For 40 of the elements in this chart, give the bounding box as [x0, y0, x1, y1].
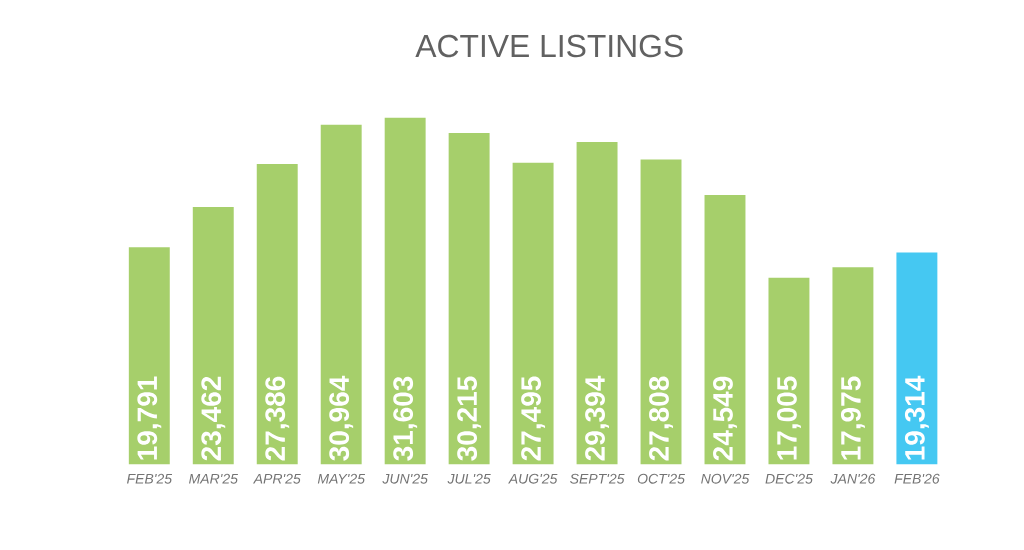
bar	[832, 267, 874, 465]
x-tick-label: APR'25	[253, 473, 301, 484]
x-tick-label: SEPT'25	[570, 473, 625, 484]
x-tick-label: JAN'26	[830, 473, 876, 484]
bar	[576, 141, 618, 465]
x-tick-label: OCT'25	[637, 473, 685, 484]
x-tick-label: MAY'25	[317, 473, 366, 484]
bar	[192, 206, 234, 465]
x-tick-label: NOV'25	[701, 473, 750, 484]
data-label: 17,975	[840, 376, 865, 460]
x-tick-label: JUN'25	[382, 473, 428, 484]
x-tick-label: AUG'25	[508, 473, 558, 484]
bar	[896, 252, 938, 465]
x-tick-label: FEB'25	[126, 473, 173, 484]
bar	[128, 247, 170, 465]
data-label: 17,005	[777, 376, 801, 460]
data-label: 19,314	[904, 375, 929, 460]
data-label: 29,394	[585, 375, 610, 461]
data-label: 30,215	[457, 376, 482, 461]
bar	[512, 162, 554, 465]
x-tick-label: FEB'26	[894, 473, 940, 484]
x-tick-label: JUL'25	[447, 473, 491, 484]
bar	[256, 163, 298, 465]
data-label: 23,462	[201, 376, 226, 461]
data-label: 27,808	[649, 376, 673, 461]
data-label: 24,549	[713, 376, 737, 461]
bar	[768, 277, 810, 465]
data-label: 31,603	[393, 376, 418, 461]
bar	[320, 124, 362, 465]
x-tick-label: MAR'25	[189, 473, 238, 484]
bar	[704, 195, 746, 465]
data-label: 19,791	[137, 376, 162, 460]
bar	[640, 159, 682, 465]
data-label: 30,964	[329, 375, 354, 461]
data-label: 27,495	[521, 376, 546, 461]
x-tick-label: DEC'25	[765, 473, 813, 484]
data-label: 27,386	[265, 376, 290, 461]
bar	[448, 132, 490, 465]
chart-title: ACTIVE LISTINGS	[415, 34, 683, 58]
bar	[384, 117, 426, 465]
